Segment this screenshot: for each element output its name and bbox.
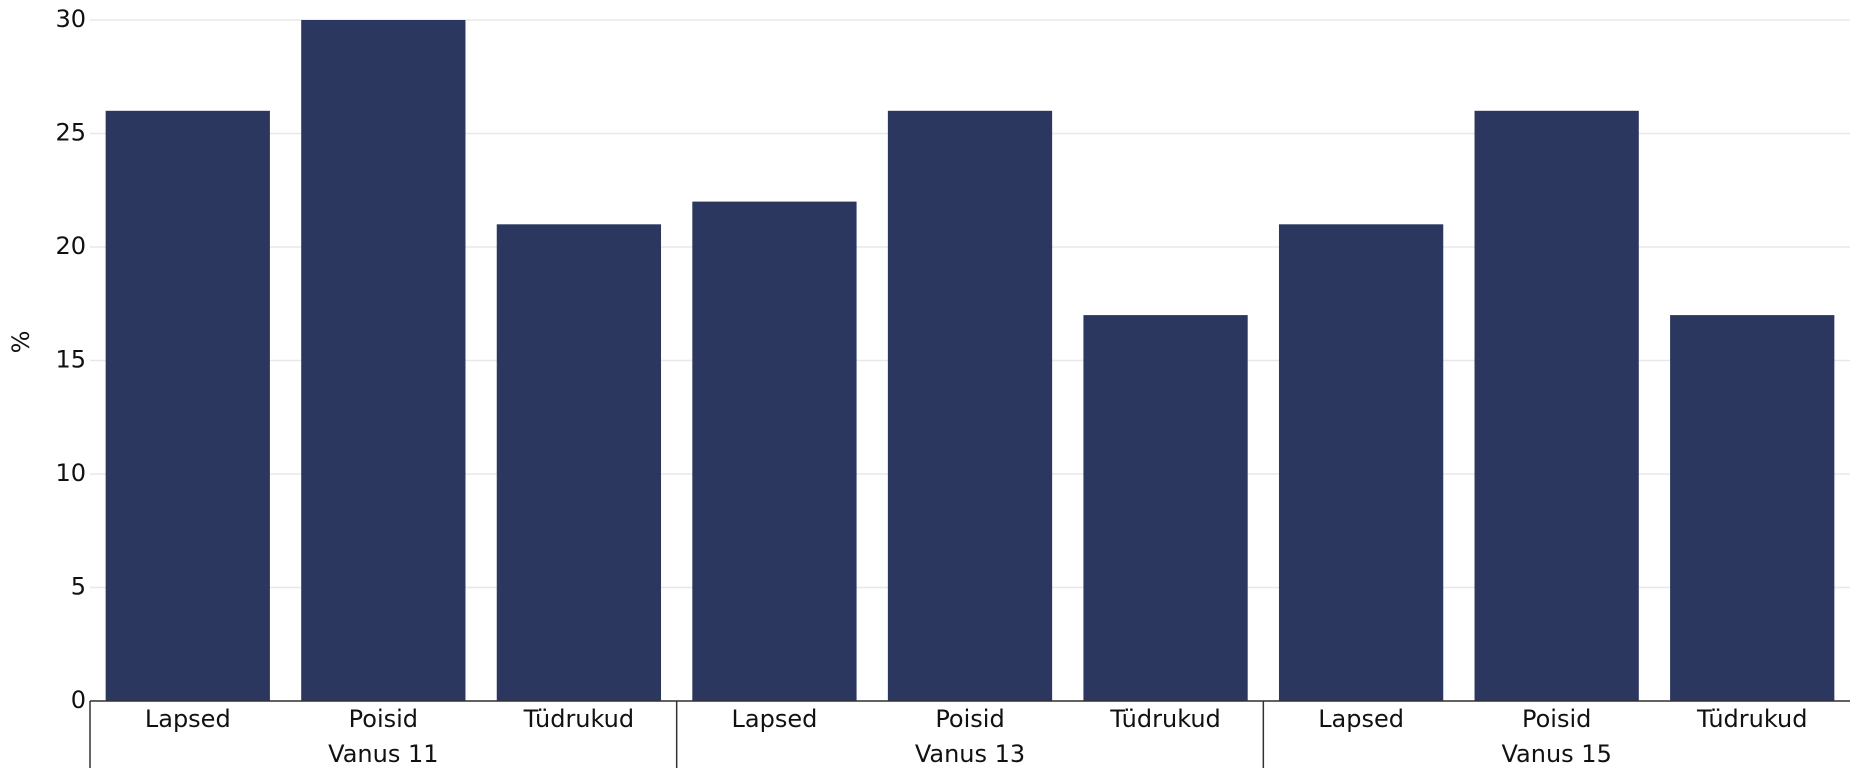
bar	[105, 110, 270, 702]
x-tick-label: Poisid	[1522, 705, 1591, 733]
bar	[496, 224, 662, 702]
bar	[1670, 315, 1835, 701]
group-label: Vanus 13	[915, 740, 1025, 768]
y-axis-label: %	[7, 331, 35, 354]
x-tick-label: Tüdrukud	[1109, 705, 1221, 733]
y-tick-label: 15	[55, 346, 86, 374]
x-tick-label: Tüdrukud	[1696, 705, 1808, 733]
x-tick-label: Poisid	[349, 705, 418, 733]
y-tick-label: 20	[55, 232, 86, 260]
x-tick-label: Poisid	[935, 705, 1004, 733]
y-tick-label: 30	[55, 5, 86, 33]
group-label: Vanus 15	[1501, 740, 1611, 768]
x-tick-label: Lapsed	[145, 705, 231, 733]
group-label: Vanus 11	[328, 740, 438, 768]
bar	[1083, 315, 1248, 701]
y-tick-label: 25	[55, 119, 86, 147]
bar	[1474, 110, 1639, 702]
y-tick-label: 0	[71, 686, 86, 714]
x-tick-label: Tüdrukud	[523, 705, 635, 733]
x-tick-label: Lapsed	[1318, 705, 1404, 733]
bar	[887, 110, 1053, 702]
bar	[692, 201, 857, 701]
x-tick-label: Lapsed	[732, 705, 818, 733]
y-tick-label: 10	[55, 459, 86, 487]
bar	[1278, 224, 1444, 702]
bar	[301, 20, 466, 701]
y-tick-label: 5	[71, 573, 86, 601]
